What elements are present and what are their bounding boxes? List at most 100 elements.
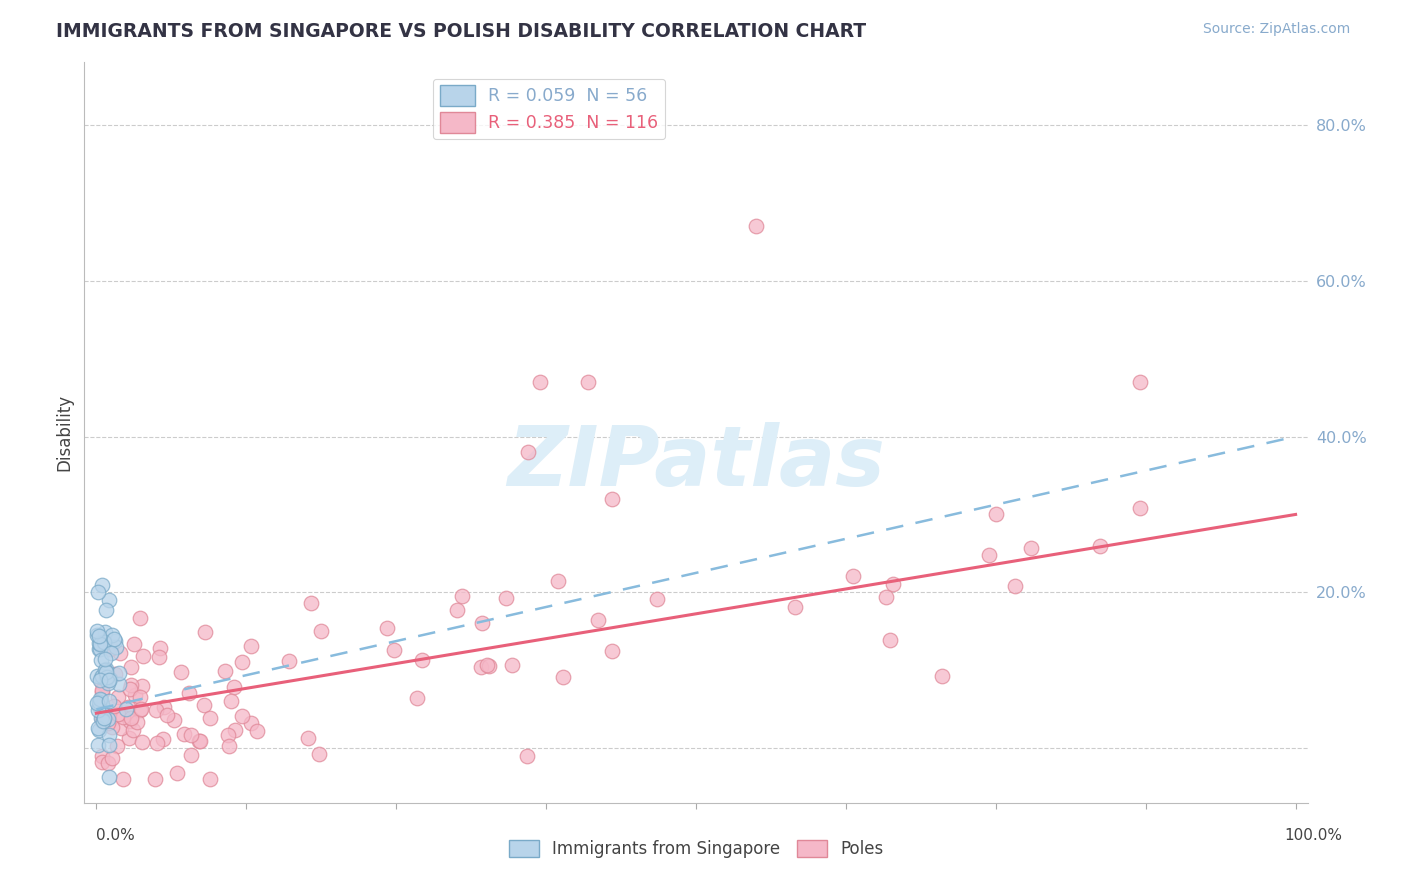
Point	[132, 648, 155, 663]
Point	[882, 577, 904, 591]
Point	[551, 670, 574, 684]
Point	[131, 679, 153, 693]
Point	[516, 748, 538, 763]
Point	[86, 628, 108, 642]
Point	[90, 639, 112, 653]
Point	[107, 690, 129, 705]
Point	[89, 673, 111, 687]
Point	[90, 578, 112, 592]
Point	[1090, 539, 1112, 553]
Point	[297, 731, 319, 746]
Point	[221, 694, 243, 708]
Point	[89, 691, 111, 706]
Point	[783, 599, 806, 614]
Point	[115, 702, 138, 716]
Point	[745, 219, 768, 233]
Point	[239, 640, 262, 654]
Point	[98, 642, 121, 657]
Point	[94, 665, 117, 679]
Point	[239, 716, 262, 731]
Point	[146, 736, 169, 750]
Point	[86, 624, 108, 639]
Point	[103, 699, 125, 714]
Point	[231, 708, 253, 723]
Point	[1004, 579, 1026, 593]
Point	[405, 691, 427, 706]
Point	[91, 684, 114, 698]
Text: 0.0%: 0.0%	[96, 828, 135, 843]
Point	[600, 644, 623, 658]
Point	[478, 658, 501, 673]
Point	[470, 660, 492, 674]
Point	[87, 738, 110, 752]
Point	[103, 666, 125, 681]
Point	[118, 714, 141, 728]
Y-axis label: Disability: Disability	[55, 394, 73, 471]
Point	[931, 669, 953, 683]
Point	[101, 750, 124, 764]
Point	[194, 625, 217, 640]
Point	[108, 677, 131, 691]
Point	[471, 616, 494, 631]
Point	[96, 670, 118, 684]
Point	[91, 755, 114, 769]
Point	[475, 657, 498, 672]
Point	[93, 711, 115, 725]
Text: IMMIGRANTS FROM SINGAPORE VS POLISH DISABILITY CORRELATION CHART: IMMIGRANTS FROM SINGAPORE VS POLISH DISA…	[56, 22, 866, 41]
Point	[112, 710, 135, 724]
Point	[977, 548, 1000, 562]
Point	[1019, 541, 1042, 555]
Point	[97, 712, 120, 726]
Point	[91, 683, 114, 698]
Point	[86, 585, 108, 599]
Point	[224, 680, 246, 694]
Point	[89, 641, 111, 656]
Point	[93, 634, 115, 648]
Point	[117, 700, 139, 714]
Point	[90, 652, 112, 666]
Point	[98, 673, 121, 687]
Point	[218, 739, 240, 753]
Point	[98, 694, 121, 708]
Point	[124, 689, 146, 703]
Point	[120, 711, 142, 725]
Point	[90, 670, 112, 684]
Point	[118, 681, 141, 696]
Point	[94, 651, 117, 665]
Point	[87, 642, 110, 657]
Point	[278, 654, 301, 668]
Point	[98, 593, 121, 607]
Point	[118, 731, 141, 745]
Point	[103, 632, 125, 646]
Point	[152, 731, 174, 746]
Point	[91, 714, 114, 728]
Point	[193, 698, 215, 713]
Point	[214, 665, 236, 679]
Point	[128, 690, 150, 705]
Point	[382, 642, 405, 657]
Point	[517, 445, 540, 459]
Point	[90, 698, 112, 712]
Point	[86, 721, 108, 735]
Point	[94, 603, 117, 617]
Point	[842, 569, 865, 583]
Point	[124, 637, 146, 651]
Point	[529, 375, 551, 389]
Point	[148, 650, 170, 665]
Point	[647, 591, 669, 606]
Point	[198, 711, 221, 725]
Point	[145, 703, 167, 717]
Point	[411, 653, 433, 667]
Point	[180, 747, 202, 762]
Point	[163, 713, 186, 727]
Point	[93, 634, 115, 648]
Point	[97, 770, 120, 784]
Point	[89, 636, 111, 650]
Point	[131, 734, 153, 748]
Point	[231, 655, 253, 669]
Point	[97, 756, 120, 770]
Point	[108, 666, 131, 681]
Point	[100, 639, 122, 653]
Point	[495, 591, 517, 605]
Point	[246, 724, 269, 739]
